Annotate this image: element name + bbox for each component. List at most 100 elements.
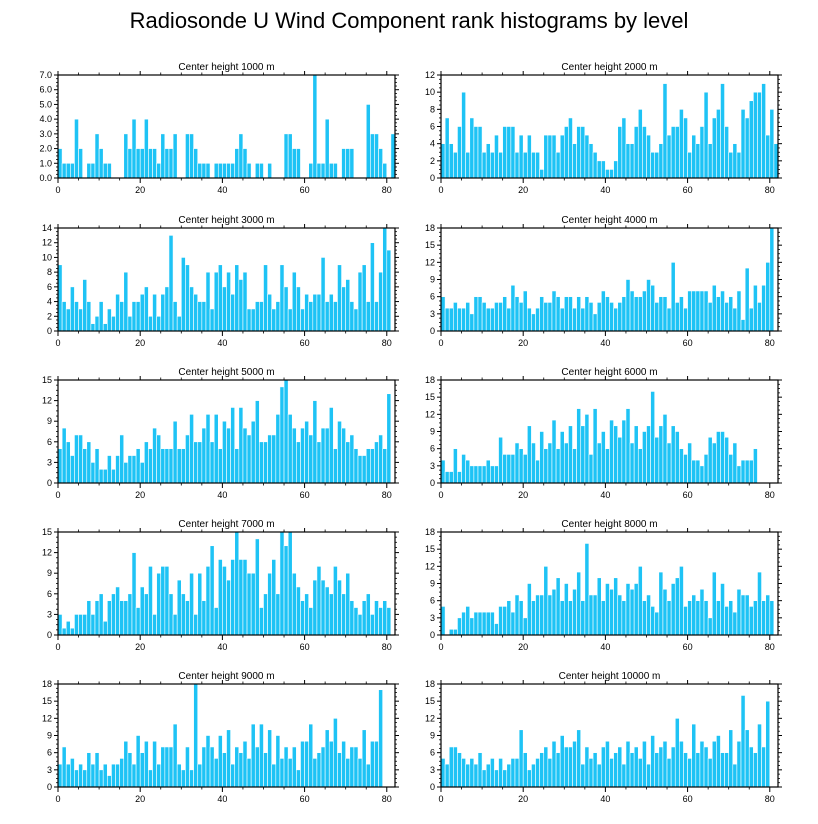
bar <box>86 162 92 179</box>
bar <box>127 315 133 332</box>
bar <box>94 752 100 788</box>
y-tick-label: 3 <box>430 461 435 471</box>
x-tick-label: 20 <box>135 642 145 652</box>
bar <box>551 588 557 636</box>
bar <box>666 307 672 332</box>
bar <box>527 307 532 332</box>
bar <box>238 752 244 788</box>
bar <box>94 133 100 179</box>
bar <box>555 151 561 179</box>
bar <box>588 758 594 788</box>
bar <box>246 308 252 332</box>
bar <box>156 572 162 636</box>
bar <box>732 763 738 788</box>
bar <box>316 752 322 788</box>
x-tick-label: 0 <box>438 490 443 500</box>
bar <box>576 296 582 332</box>
bar <box>70 758 75 788</box>
bar <box>457 126 462 179</box>
bar <box>201 162 207 179</box>
bar <box>596 302 602 332</box>
bar <box>164 746 170 788</box>
bar <box>588 594 594 636</box>
bar <box>506 307 512 332</box>
bar <box>535 459 540 484</box>
bar <box>617 436 623 484</box>
bar <box>349 148 355 179</box>
bar <box>461 611 466 636</box>
y-tick-label: 15 <box>42 375 52 385</box>
bar <box>453 302 458 332</box>
bar <box>761 600 766 636</box>
bar <box>563 296 569 332</box>
bar <box>543 566 549 636</box>
bar <box>744 729 750 788</box>
bar <box>765 594 771 636</box>
y-tick-label: 9 <box>430 731 435 741</box>
bar <box>283 379 289 484</box>
bar <box>637 566 643 636</box>
x-tick-label: 0 <box>438 185 443 195</box>
bar <box>670 746 676 788</box>
bar <box>662 740 668 788</box>
bar <box>691 459 697 484</box>
bar <box>139 462 145 484</box>
bar <box>699 126 705 179</box>
bar <box>588 454 594 484</box>
bar <box>494 134 499 179</box>
bar <box>337 420 342 484</box>
bar <box>123 740 129 788</box>
bar <box>563 126 569 179</box>
bar <box>527 425 532 484</box>
bar <box>308 162 314 179</box>
bar <box>341 427 346 484</box>
bar <box>584 414 590 484</box>
bar <box>748 746 754 788</box>
y-tick-label: 2 <box>47 311 52 321</box>
bar <box>547 442 553 484</box>
bar <box>695 143 701 179</box>
bar <box>535 758 540 788</box>
bar <box>287 531 293 636</box>
bar <box>180 769 186 788</box>
y-tick-label: 7.0 <box>39 70 52 80</box>
bar <box>457 617 462 636</box>
bar <box>370 133 375 179</box>
bar <box>172 301 178 332</box>
bar <box>448 143 454 179</box>
bar <box>57 148 63 179</box>
bar <box>226 271 231 332</box>
bar <box>457 471 462 484</box>
bar <box>337 264 342 332</box>
x-tick-label: 60 <box>300 794 310 804</box>
bar <box>90 162 96 179</box>
bar <box>180 257 186 332</box>
y-tick-label: 6 <box>47 589 52 599</box>
bar <box>119 301 125 332</box>
bar <box>440 758 446 788</box>
y-tick-label: 3 <box>47 765 52 775</box>
bar <box>160 448 166 484</box>
x-tick-label: 0 <box>55 338 60 348</box>
bar <box>70 162 75 179</box>
bar <box>518 302 524 332</box>
bar <box>370 614 375 636</box>
panel-title: Center height 8000 m <box>561 519 657 530</box>
bar <box>61 427 67 484</box>
bar <box>201 301 207 332</box>
bar <box>123 271 129 332</box>
bar <box>242 559 248 636</box>
x-tick-label: 40 <box>217 338 227 348</box>
bar <box>246 572 252 636</box>
bar <box>287 308 293 332</box>
bar <box>217 448 223 484</box>
bar <box>316 566 322 636</box>
bar <box>61 746 67 788</box>
bar <box>139 586 145 636</box>
bar <box>304 593 309 636</box>
bar <box>683 117 688 179</box>
y-tick-label: 12 <box>42 548 52 558</box>
bar <box>596 442 602 484</box>
bar <box>650 606 656 636</box>
